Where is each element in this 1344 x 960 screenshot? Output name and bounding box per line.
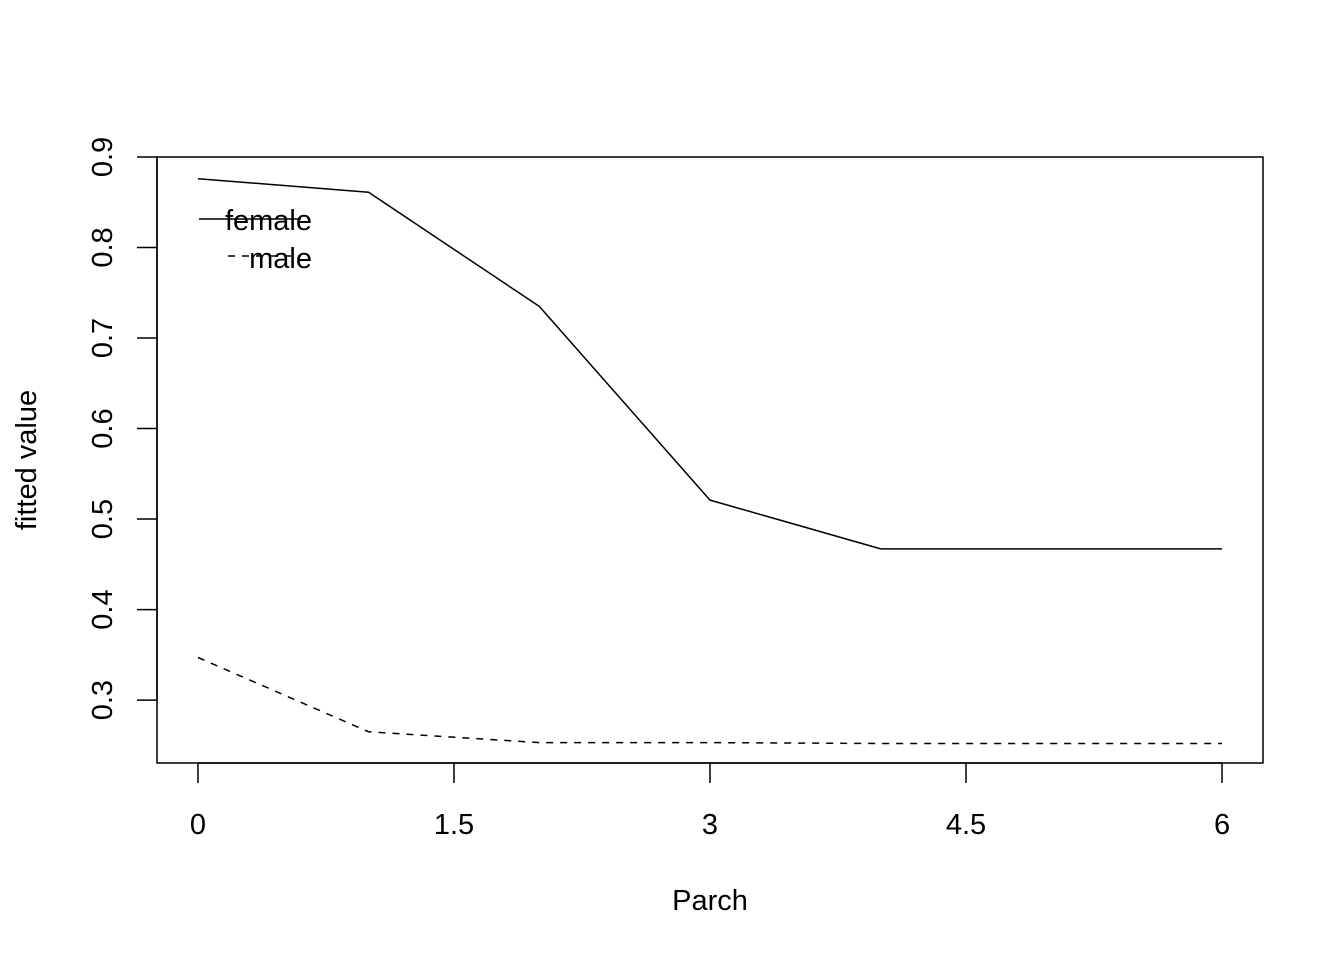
y-tick-label: 0.9	[87, 137, 119, 177]
y-tick-label: 0.3	[87, 680, 119, 720]
series-line-female	[197, 177, 1222, 550]
y-tick-label: 0.5	[87, 499, 119, 539]
y-tick-label: 0.6	[87, 408, 119, 448]
y-axis: 0.3 0.4 0.5 0.6 0.7 0.8 0.9	[87, 137, 158, 720]
legend: female male	[199, 205, 312, 275]
y-tick-label: 0.4	[87, 589, 119, 629]
x-tick-label: 3	[702, 809, 718, 841]
legend-label-male: male	[249, 243, 312, 275]
legend-label-female: female	[225, 205, 312, 237]
y-axis-label: fitted value	[11, 390, 43, 530]
series-layer	[197, 177, 1222, 745]
plot-frame	[156, 156, 1264, 764]
y-tick-label: 0.7	[87, 318, 119, 358]
x-axis: 0 1.5 3 4.5 6	[190, 762, 1230, 841]
x-tick-label: 6	[1214, 809, 1230, 841]
y-tick-label: 0.8	[87, 227, 119, 267]
series-line-male	[197, 656, 1222, 745]
x-tick-label: 4.5	[946, 809, 986, 841]
x-axis-label: Parch	[672, 885, 748, 917]
x-tick-label: 0	[190, 809, 206, 841]
x-tick-label: 1.5	[434, 809, 474, 841]
